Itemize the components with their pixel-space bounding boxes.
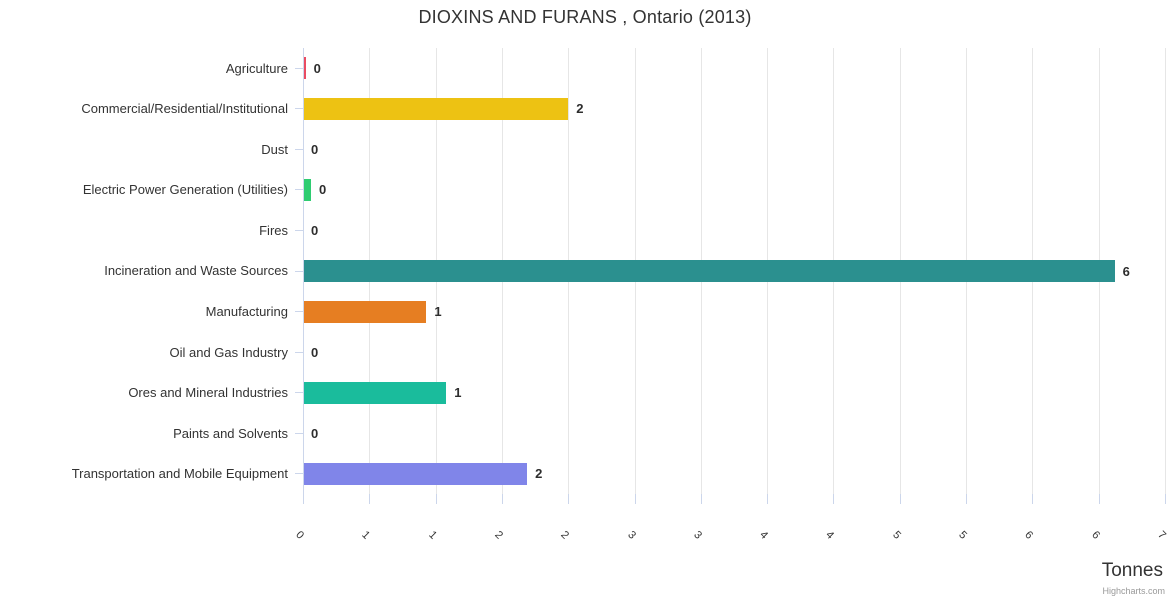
y-axis-tick <box>295 311 303 313</box>
category-label-commercial-residential-institutional: Commercial/Residential/Institutional <box>81 101 288 117</box>
bar-value-label: 0 <box>318 182 327 198</box>
x-axis-tick-label: 3 <box>691 528 704 542</box>
x-axis-tick-label: 1 <box>359 528 373 542</box>
x-axis-tick <box>1032 494 1034 504</box>
x-axis-tick-label: 4 <box>757 528 771 542</box>
category-label-incineration-and-waste-sources: Incineration and Waste Sources <box>104 263 288 279</box>
bar-value-label: 2 <box>535 466 543 482</box>
x-axis-tick-label: 0 <box>293 528 307 542</box>
x-axis-tick <box>501 494 503 504</box>
highcharts-credit-link[interactable]: Highcharts.com <box>1102 586 1165 596</box>
x-axis-title: Tonnes <box>1101 560 1163 581</box>
category-label-transportation-and-mobile-equipment: Transportation and Mobile Equipment <box>71 466 288 482</box>
gridline <box>1165 48 1166 494</box>
x-axis-tick <box>634 494 636 504</box>
x-axis-tick <box>303 494 304 504</box>
bar-ores-and-mineral-industries[interactable] <box>303 381 447 404</box>
chart-title: DIOXINS AND FURANS , Ontario (2013) <box>418 7 752 27</box>
bar-value-label: 1 <box>434 304 442 320</box>
category-label-ores-and-mineral-industries: Ores and Mineral Industries <box>128 385 288 401</box>
plot-area <box>303 48 1166 494</box>
x-axis-tick-label: 3 <box>624 528 638 542</box>
bar-value-label: 0 <box>311 141 319 157</box>
x-axis-tick <box>700 494 702 504</box>
x-axis-tick <box>966 494 968 504</box>
x-axis-tick <box>369 494 371 504</box>
x-axis-tick <box>1165 494 1166 504</box>
x-axis-tick-label: 1 <box>425 528 439 542</box>
bar-electric-power-generation-utilities[interactable] <box>303 178 311 201</box>
bar-value-label: 0 <box>311 222 319 238</box>
x-axis-tick-label: 6 <box>1022 528 1036 542</box>
y-axis-tick <box>295 189 303 191</box>
bar-value-label: 0 <box>311 425 319 441</box>
x-axis-tick-label: 7 <box>1155 528 1169 542</box>
y-axis-tick <box>295 473 303 475</box>
category-label-manufacturing: Manufacturing <box>205 304 288 320</box>
category-label-agriculture: Agriculture <box>225 60 288 76</box>
category-label-dust: Dust <box>261 141 288 157</box>
bar-incineration-and-waste-sources[interactable] <box>303 260 1115 282</box>
bar-value-label: 0 <box>311 344 319 360</box>
y-axis-tick <box>295 351 303 353</box>
x-axis-tick-label: 6 <box>1088 528 1102 542</box>
y-axis-tick <box>295 392 303 394</box>
y-axis-tick <box>295 148 303 150</box>
bar-commercial-residential-institutional[interactable] <box>303 97 569 120</box>
x-axis-tick <box>833 494 835 504</box>
y-axis-line <box>303 48 304 494</box>
bar-value-label: 0 <box>313 60 321 76</box>
x-axis-tick-label: 2 <box>558 528 572 542</box>
x-axis-tick <box>767 494 769 504</box>
y-axis-tick <box>295 108 303 110</box>
bar-value-label: 1 <box>454 385 462 401</box>
y-axis-tick <box>295 229 303 231</box>
y-axis-tick <box>295 432 303 434</box>
x-axis-tick <box>435 494 437 504</box>
category-label-fires: Fires <box>259 222 288 238</box>
bar-value-label: 2 <box>576 101 584 117</box>
y-axis-tick <box>295 270 303 272</box>
bar-transportation-and-mobile-equipment[interactable] <box>303 462 528 485</box>
x-axis-tick-label: 5 <box>890 528 903 542</box>
x-axis-tick-label: 5 <box>956 528 970 542</box>
x-axis-tick <box>1098 494 1100 504</box>
x-axis-tick <box>568 494 570 504</box>
y-axis-tick <box>295 67 303 69</box>
bar-value-label: 6 <box>1122 263 1130 279</box>
category-label-paints-and-solvents: Paints and Solvents <box>173 425 288 441</box>
bar-agriculture[interactable] <box>303 57 306 80</box>
category-label-electric-power-generation-utilities: Electric Power Generation (Utilities) <box>82 182 288 198</box>
x-axis-tick <box>899 494 901 504</box>
x-axis-tick-label: 4 <box>823 528 837 542</box>
category-label-oil-and-gas-industry: Oil and Gas Industry <box>169 344 289 360</box>
bar-manufacturing[interactable] <box>303 300 427 323</box>
x-axis-tick-label: 2 <box>492 528 506 542</box>
